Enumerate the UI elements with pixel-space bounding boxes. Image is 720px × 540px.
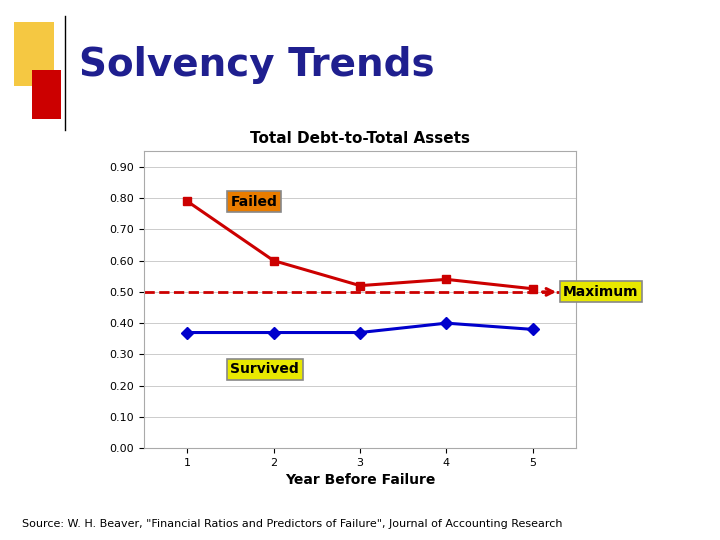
Title: Total Debt-to-Total Assets: Total Debt-to-Total Assets <box>250 131 470 146</box>
Text: Maximum: Maximum <box>542 285 639 299</box>
Text: Solvency Trends: Solvency Trends <box>79 46 435 84</box>
X-axis label: Year Before Failure: Year Before Failure <box>285 474 435 488</box>
Text: Survived: Survived <box>230 362 299 376</box>
Text: Source: W. H. Beaver, "Financial Ratios and Predictors of Failure", Journal of A: Source: W. H. Beaver, "Financial Ratios … <box>22 519 562 529</box>
Text: Failed: Failed <box>230 195 277 209</box>
